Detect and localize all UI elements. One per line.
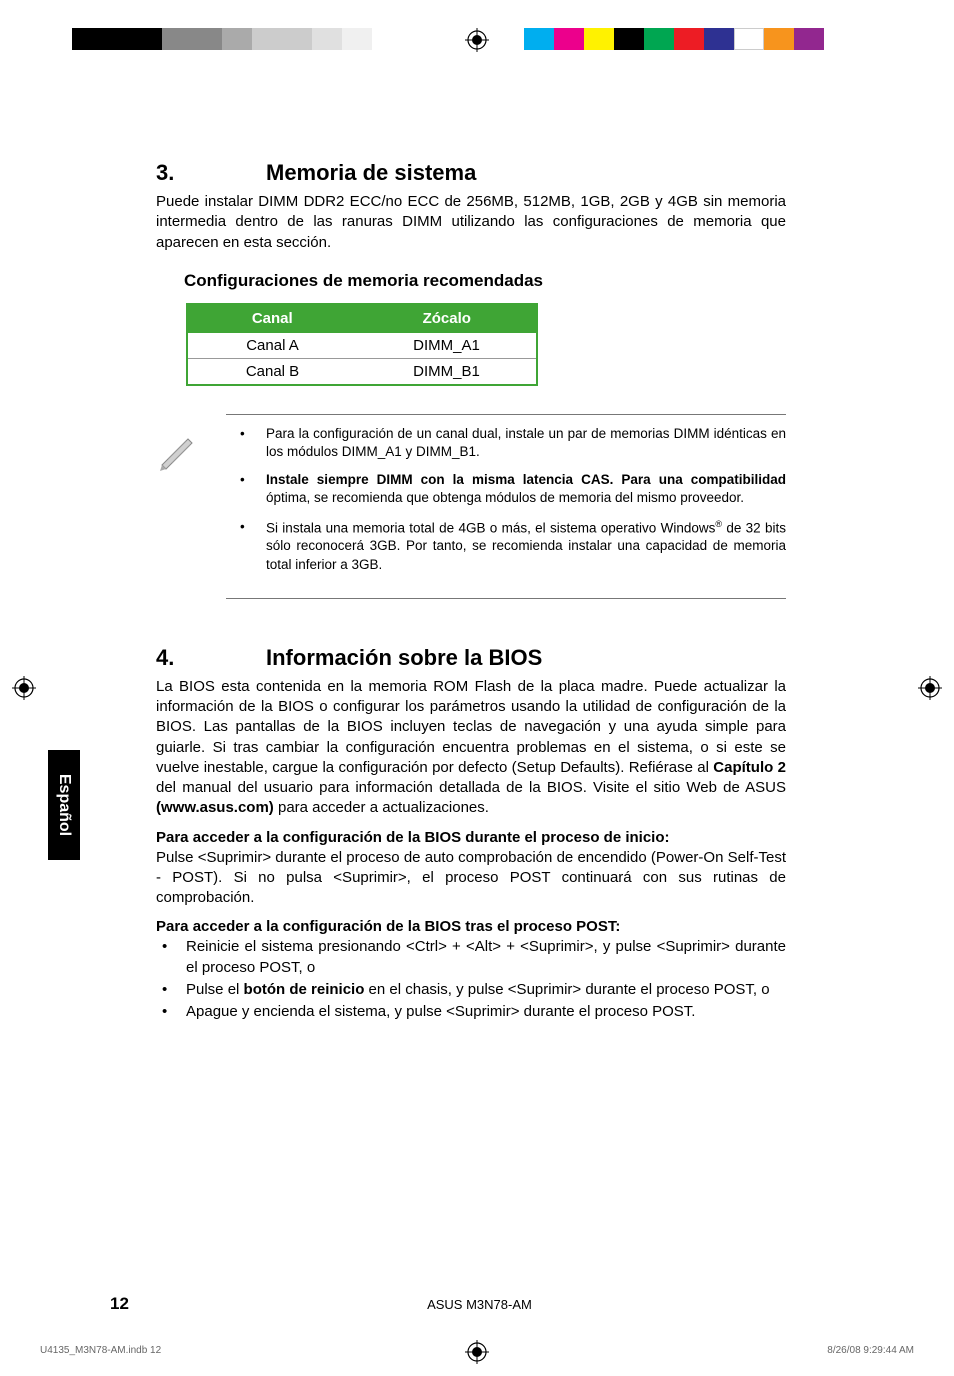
language-tab-label: Español [55,774,73,836]
printer-colorbar-left [72,28,372,50]
list-item: Pulse el botón de reinicio en el chasis,… [156,980,786,1000]
page-number: 12 [110,1294,129,1314]
table-row: Canal A DIMM_A1 [187,332,537,358]
table-header-socket: Zócalo [357,304,537,333]
list-item: Apague y encienda el sistema, y pulse <S… [156,1002,786,1022]
note-item: Para la configuración de un canal dual, … [226,425,786,461]
bios-boot-text: Pulse <Suprimir> durante el proceso de a… [156,848,786,909]
section-3-intro: Puede instalar DIMM DDR2 ECC/no ECC de 2… [156,192,786,253]
note-item: Si instala una memoria total de 4GB o má… [226,518,786,574]
section-number: 4. [156,645,266,671]
registration-mark-icon [918,676,942,700]
printer-colorbar-right [524,28,824,50]
section-3-heading: 3.Memoria de sistema [156,160,786,186]
memory-config-table: Canal Zócalo Canal A DIMM_A1 Canal B DIM… [186,303,538,386]
table-row: Canal B DIMM_B1 [187,358,537,385]
language-tab: Español [48,750,80,860]
registration-mark-icon [465,28,489,52]
list-item: Reinicie el sistema presionando <Ctrl> +… [156,937,786,978]
page-content: 3.Memoria de sistema Puede instalar DIMM… [156,160,786,1024]
print-file: U4135_M3N78-AM.indb 12 [40,1345,161,1356]
print-date: 8/26/08 9:29:44 AM [827,1345,914,1356]
note-block: Para la configuración de un canal dual, … [226,414,786,599]
bios-post-subheading: Para acceder a la configuración de la BI… [156,918,786,935]
note-icon [156,429,200,584]
note-list: Para la configuración de un canal dual, … [226,425,786,584]
section-4-heading: 4.Información sobre la BIOS [156,645,786,671]
bios-intro: La BIOS esta contenida en la memoria ROM… [156,677,786,819]
section-title: Información sobre la BIOS [266,645,542,670]
section-number: 3. [156,160,266,186]
print-footer: U4135_M3N78-AM.indb 12 8/26/08 9:29:44 A… [40,1345,914,1356]
bios-boot-subheading: Para acceder a la configuración de la BI… [156,829,786,846]
table-header-channel: Canal [187,304,357,333]
bios-post-list: Reinicie el sistema presionando <Ctrl> +… [156,937,786,1022]
memory-config-subheading: Configuraciones de memoria recomendadas [184,271,786,291]
page-footer: 12 ASUS M3N78-AM [110,1294,830,1314]
section-4: 4.Información sobre la BIOS La BIOS esta… [156,645,786,1023]
note-item: Instale siempre DIMM con la misma latenc… [226,471,786,507]
footer-title: ASUS M3N78-AM [427,1297,532,1312]
registration-mark-icon [12,676,36,700]
section-title: Memoria de sistema [266,160,476,185]
